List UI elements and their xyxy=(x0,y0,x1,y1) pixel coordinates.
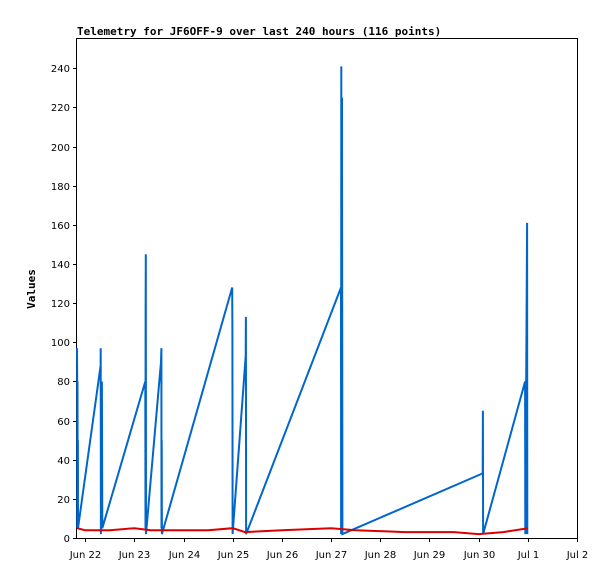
x-tick-label: Jun 26 xyxy=(266,550,299,561)
x-tick-label: Jun 30 xyxy=(463,550,496,561)
y-tick-label: 180 xyxy=(51,182,70,193)
y-tick-label: 120 xyxy=(51,299,70,310)
y-tick-label: 240 xyxy=(51,64,70,75)
y-tick-label: 80 xyxy=(57,377,70,388)
y-axis-label: Values xyxy=(25,269,38,309)
y-axis: 0 20 40 60 80 100 120 140 160 180 200 220 240 xyxy=(51,64,77,545)
chart-title: Telemetry for JF6OFF-9 over last 240 hou… xyxy=(77,25,441,38)
y-tick-label: 160 xyxy=(51,221,70,232)
x-tick-label: Jul 2 xyxy=(566,550,589,561)
y-tick-label: 60 xyxy=(57,417,70,428)
x-tick-label: Jun 29 xyxy=(413,550,446,561)
y-tick-label: 40 xyxy=(57,456,70,467)
x-tick-label: Jun 25 xyxy=(217,550,250,561)
series-line-2 xyxy=(76,527,528,536)
y-tick-label: 200 xyxy=(51,143,70,154)
y-tick-label: 20 xyxy=(57,495,70,506)
y-tick-label: 0 xyxy=(64,534,70,545)
x-tick-label: Jun 22 xyxy=(69,550,102,561)
series-line-1 xyxy=(76,66,529,536)
series-layer xyxy=(76,66,529,536)
y-tick-label: 220 xyxy=(51,103,70,114)
x-tick-label: Jun 27 xyxy=(315,550,348,561)
x-tick-label: Jul 1 xyxy=(517,550,540,561)
x-tick-label: Jun 28 xyxy=(364,550,397,561)
x-axis: Jun 22 Jun 23 Jun 24 Jun 25 Jun 26 Jun 27 Jun … xyxy=(69,538,589,561)
x-tick-label: Jun 23 xyxy=(118,550,151,561)
x-tick-label: Jun 24 xyxy=(168,550,201,561)
y-tick-label: 140 xyxy=(51,260,70,271)
y-tick-label: 100 xyxy=(51,338,70,349)
